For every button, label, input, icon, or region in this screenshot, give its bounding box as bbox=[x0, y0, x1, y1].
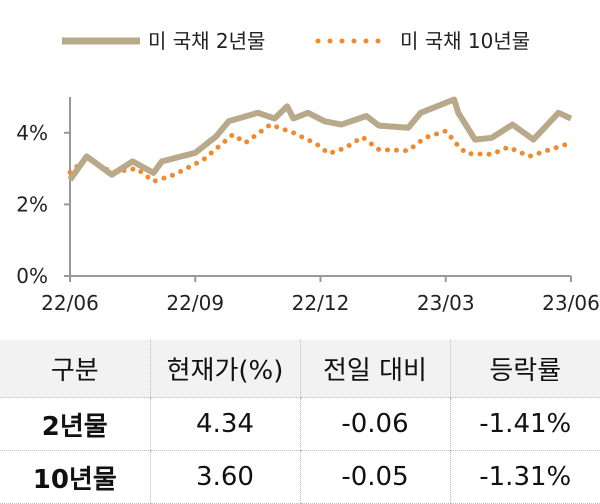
row-label: 10년물 bbox=[0, 450, 150, 504]
header-category: 구분 bbox=[0, 340, 150, 398]
header-rate: 등락률 bbox=[449, 340, 600, 398]
x-tick-label: 22/09 bbox=[166, 291, 224, 315]
legend: 미 국채 2년물 미 국채 10년물 bbox=[0, 24, 600, 58]
x-tick-label: 22/12 bbox=[292, 291, 350, 315]
line-chart: 0% 2% 4% 22/06 22/09 22/12 23/03 23/06 bbox=[16, 96, 600, 315]
cell-price: 3.60 bbox=[149, 450, 300, 504]
y-tick-label: 4% bbox=[16, 121, 48, 145]
x-tick-label: 22/06 bbox=[41, 291, 99, 315]
legend-swatches bbox=[62, 37, 393, 45]
header-price: 현재가(%) bbox=[149, 340, 300, 398]
row-label: 2년물 bbox=[0, 397, 150, 451]
yield-table: 구분 현재가(%) 전일 대비 등락률 2년물 4.34 -0.06 -1.41… bbox=[0, 340, 600, 504]
cell-rate: -1.41% bbox=[449, 397, 600, 451]
x-tick-label: 23/06 bbox=[542, 291, 600, 315]
cell-change: -0.06 bbox=[299, 397, 450, 451]
y-tick-label: 0% bbox=[16, 264, 48, 288]
series-10y-line bbox=[67, 121, 574, 185]
table-row: 2년물 4.34 -0.06 -1.41% bbox=[0, 397, 600, 451]
legend-label-2y: 미 국채 2년물 bbox=[148, 29, 266, 53]
cell-change: -0.05 bbox=[299, 450, 450, 504]
y-tick-label: 2% bbox=[16, 192, 48, 216]
legend-label-10y: 미 국채 10년물 bbox=[400, 29, 531, 53]
series-2y-line bbox=[67, 96, 573, 182]
cell-rate: -1.31% bbox=[449, 450, 600, 504]
x-tick-label: 23/03 bbox=[417, 291, 475, 315]
header-change: 전일 대비 bbox=[299, 340, 450, 398]
table-row: 10년물 3.60 -0.05 -1.31% bbox=[0, 450, 600, 504]
table-header-row: 구분 현재가(%) 전일 대비 등락률 bbox=[0, 340, 600, 398]
cell-price: 4.34 bbox=[149, 397, 300, 451]
